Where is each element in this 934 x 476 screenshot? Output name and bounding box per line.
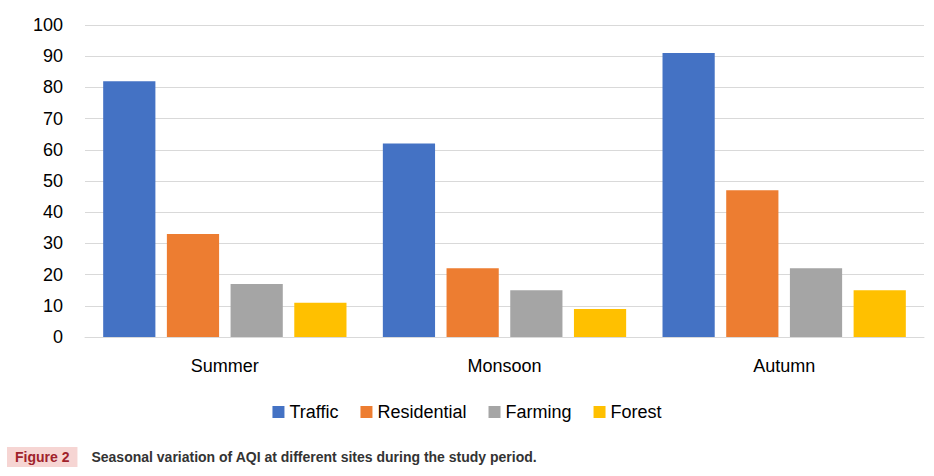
svg-text:Summer: Summer <box>191 356 259 376</box>
svg-text:Monsoon: Monsoon <box>467 356 541 376</box>
svg-text:Forest: Forest <box>611 402 662 422</box>
svg-text:Autumn: Autumn <box>753 356 815 376</box>
svg-text:Seasonal variation of AQI at d: Seasonal variation of AQI at different s… <box>91 449 536 465</box>
svg-text:Figure 2: Figure 2 <box>15 449 70 465</box>
svg-text:30: 30 <box>43 233 63 253</box>
svg-text:100: 100 <box>33 15 63 35</box>
svg-text:90: 90 <box>43 46 63 66</box>
svg-text:Residential: Residential <box>377 402 466 422</box>
svg-text:Traffic: Traffic <box>289 402 338 422</box>
svg-text:60: 60 <box>43 140 63 160</box>
svg-text:50: 50 <box>43 171 63 191</box>
svg-text:0: 0 <box>53 327 63 347</box>
svg-text:20: 20 <box>43 265 63 285</box>
svg-text:80: 80 <box>43 77 63 97</box>
svg-text:10: 10 <box>43 296 63 316</box>
svg-text:70: 70 <box>43 109 63 129</box>
svg-text:40: 40 <box>43 202 63 222</box>
svg-text:Farming: Farming <box>506 402 572 422</box>
